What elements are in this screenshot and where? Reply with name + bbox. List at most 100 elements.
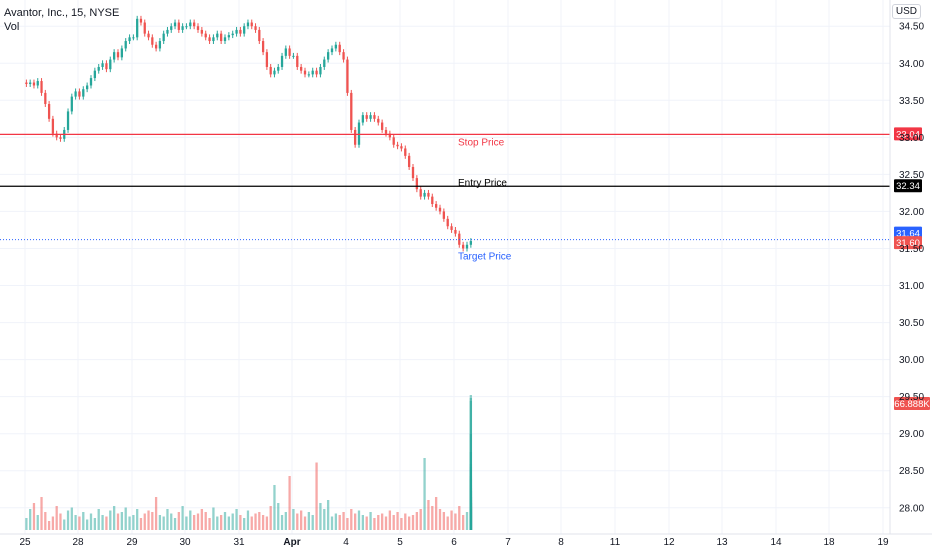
volume-bar [170, 513, 173, 530]
volume-bar [40, 497, 43, 530]
volume-bar [277, 503, 280, 530]
x-tick-label: 30 [179, 537, 191, 548]
candle-body [361, 115, 365, 123]
x-tick-label: 14 [770, 537, 782, 548]
volume-bar [235, 509, 238, 530]
volume-bar [51, 516, 55, 530]
volume-bar [105, 516, 108, 530]
candle-body [177, 22, 180, 30]
x-tick-label: 29 [126, 537, 138, 548]
x-tick-label: 4 [343, 537, 349, 548]
volume-bar [284, 512, 287, 530]
volume-bar [246, 510, 250, 530]
y-tick-label: 31.00 [899, 281, 924, 292]
price-tag-label: 31.64 [896, 229, 920, 240]
candle-body [231, 33, 234, 36]
volume-bar [181, 506, 184, 530]
candle-body [323, 59, 326, 67]
candle-body [442, 211, 446, 219]
volume-bars [25, 395, 473, 530]
y-tick-label: 34.50 [899, 22, 924, 33]
volume-bar [361, 515, 365, 530]
candle-body [200, 29, 204, 34]
candle-body [47, 104, 51, 119]
price-lines[interactable]: Stop Price 33.04 Entry Price 32.34 Target Pr… [0, 127, 930, 410]
candle-body [454, 229, 457, 234]
candle-body [396, 144, 399, 147]
volume-bar [227, 516, 231, 530]
volume-bar [465, 512, 469, 530]
candle-body [227, 35, 231, 38]
y-tick-label: 33.00 [899, 133, 924, 144]
volume-bar [36, 515, 39, 530]
volume-bar [427, 500, 430, 530]
volume-bar [32, 503, 36, 530]
volume-bar [243, 518, 246, 530]
candle-body [212, 37, 215, 42]
volume-bar [151, 512, 154, 530]
candle-body [132, 37, 135, 39]
volume-bar [373, 518, 376, 530]
volume-bar [216, 516, 219, 530]
x-tick-label: 6 [451, 537, 457, 548]
candle-body [101, 63, 104, 67]
volume-bar [415, 512, 419, 530]
candle-body [147, 33, 150, 38]
candle-body [400, 146, 403, 149]
candle-body [243, 26, 246, 34]
price-line-label: Stop Price [458, 137, 505, 148]
currency-badge[interactable]: USD [891, 4, 921, 19]
candle-body [116, 52, 120, 58]
candle-body [346, 59, 349, 93]
y-tick-label: 30.50 [899, 318, 924, 329]
volume-bar [411, 515, 415, 530]
candle-body [277, 66, 280, 71]
candle-body [109, 59, 112, 70]
x-tick-label: 13 [716, 537, 728, 548]
y-tick-label: 28.00 [899, 503, 924, 514]
x-tick-label: 31 [233, 537, 245, 548]
candle-body [74, 91, 77, 97]
candle-body [170, 26, 173, 30]
volume-bar [192, 515, 196, 530]
x-tick-label: 18 [823, 537, 835, 548]
candle-body [319, 66, 322, 75]
volume-bar [450, 510, 453, 530]
volume-bar [434, 497, 438, 530]
x-tick-label: 11 [610, 537, 621, 548]
volume-bar [258, 512, 261, 530]
candle-body [32, 82, 36, 86]
volume-bar [143, 513, 146, 530]
volume-bar [392, 515, 395, 530]
price-tag-label: 33.04 [896, 129, 920, 140]
volume-tag [894, 397, 930, 410]
volume-bar [273, 485, 276, 530]
volume-bar [139, 518, 143, 530]
x-tick-label: 12 [663, 537, 675, 548]
volume-bar [154, 497, 158, 530]
volume-bar [299, 510, 303, 530]
volume-bar [25, 518, 28, 530]
candle-body [181, 26, 184, 30]
candle-body [36, 81, 39, 86]
volume-bar [288, 476, 291, 530]
candle-body [223, 37, 227, 42]
y-tick-label: 34.00 [899, 59, 924, 70]
candle-body [369, 115, 372, 119]
volume-bar [311, 515, 314, 530]
y-tick-label: 30.00 [899, 355, 924, 366]
volume-bar [388, 510, 392, 530]
volume-bar [93, 518, 97, 530]
candle-body [392, 137, 395, 145]
candle-body [173, 22, 177, 27]
volume-bar [124, 507, 127, 530]
candle-body [235, 29, 238, 34]
volume-bar [431, 506, 434, 530]
volume-bar [380, 513, 384, 530]
volume-bar [250, 516, 253, 530]
volume-label: Vol [4, 21, 20, 33]
candle-body [66, 111, 70, 130]
